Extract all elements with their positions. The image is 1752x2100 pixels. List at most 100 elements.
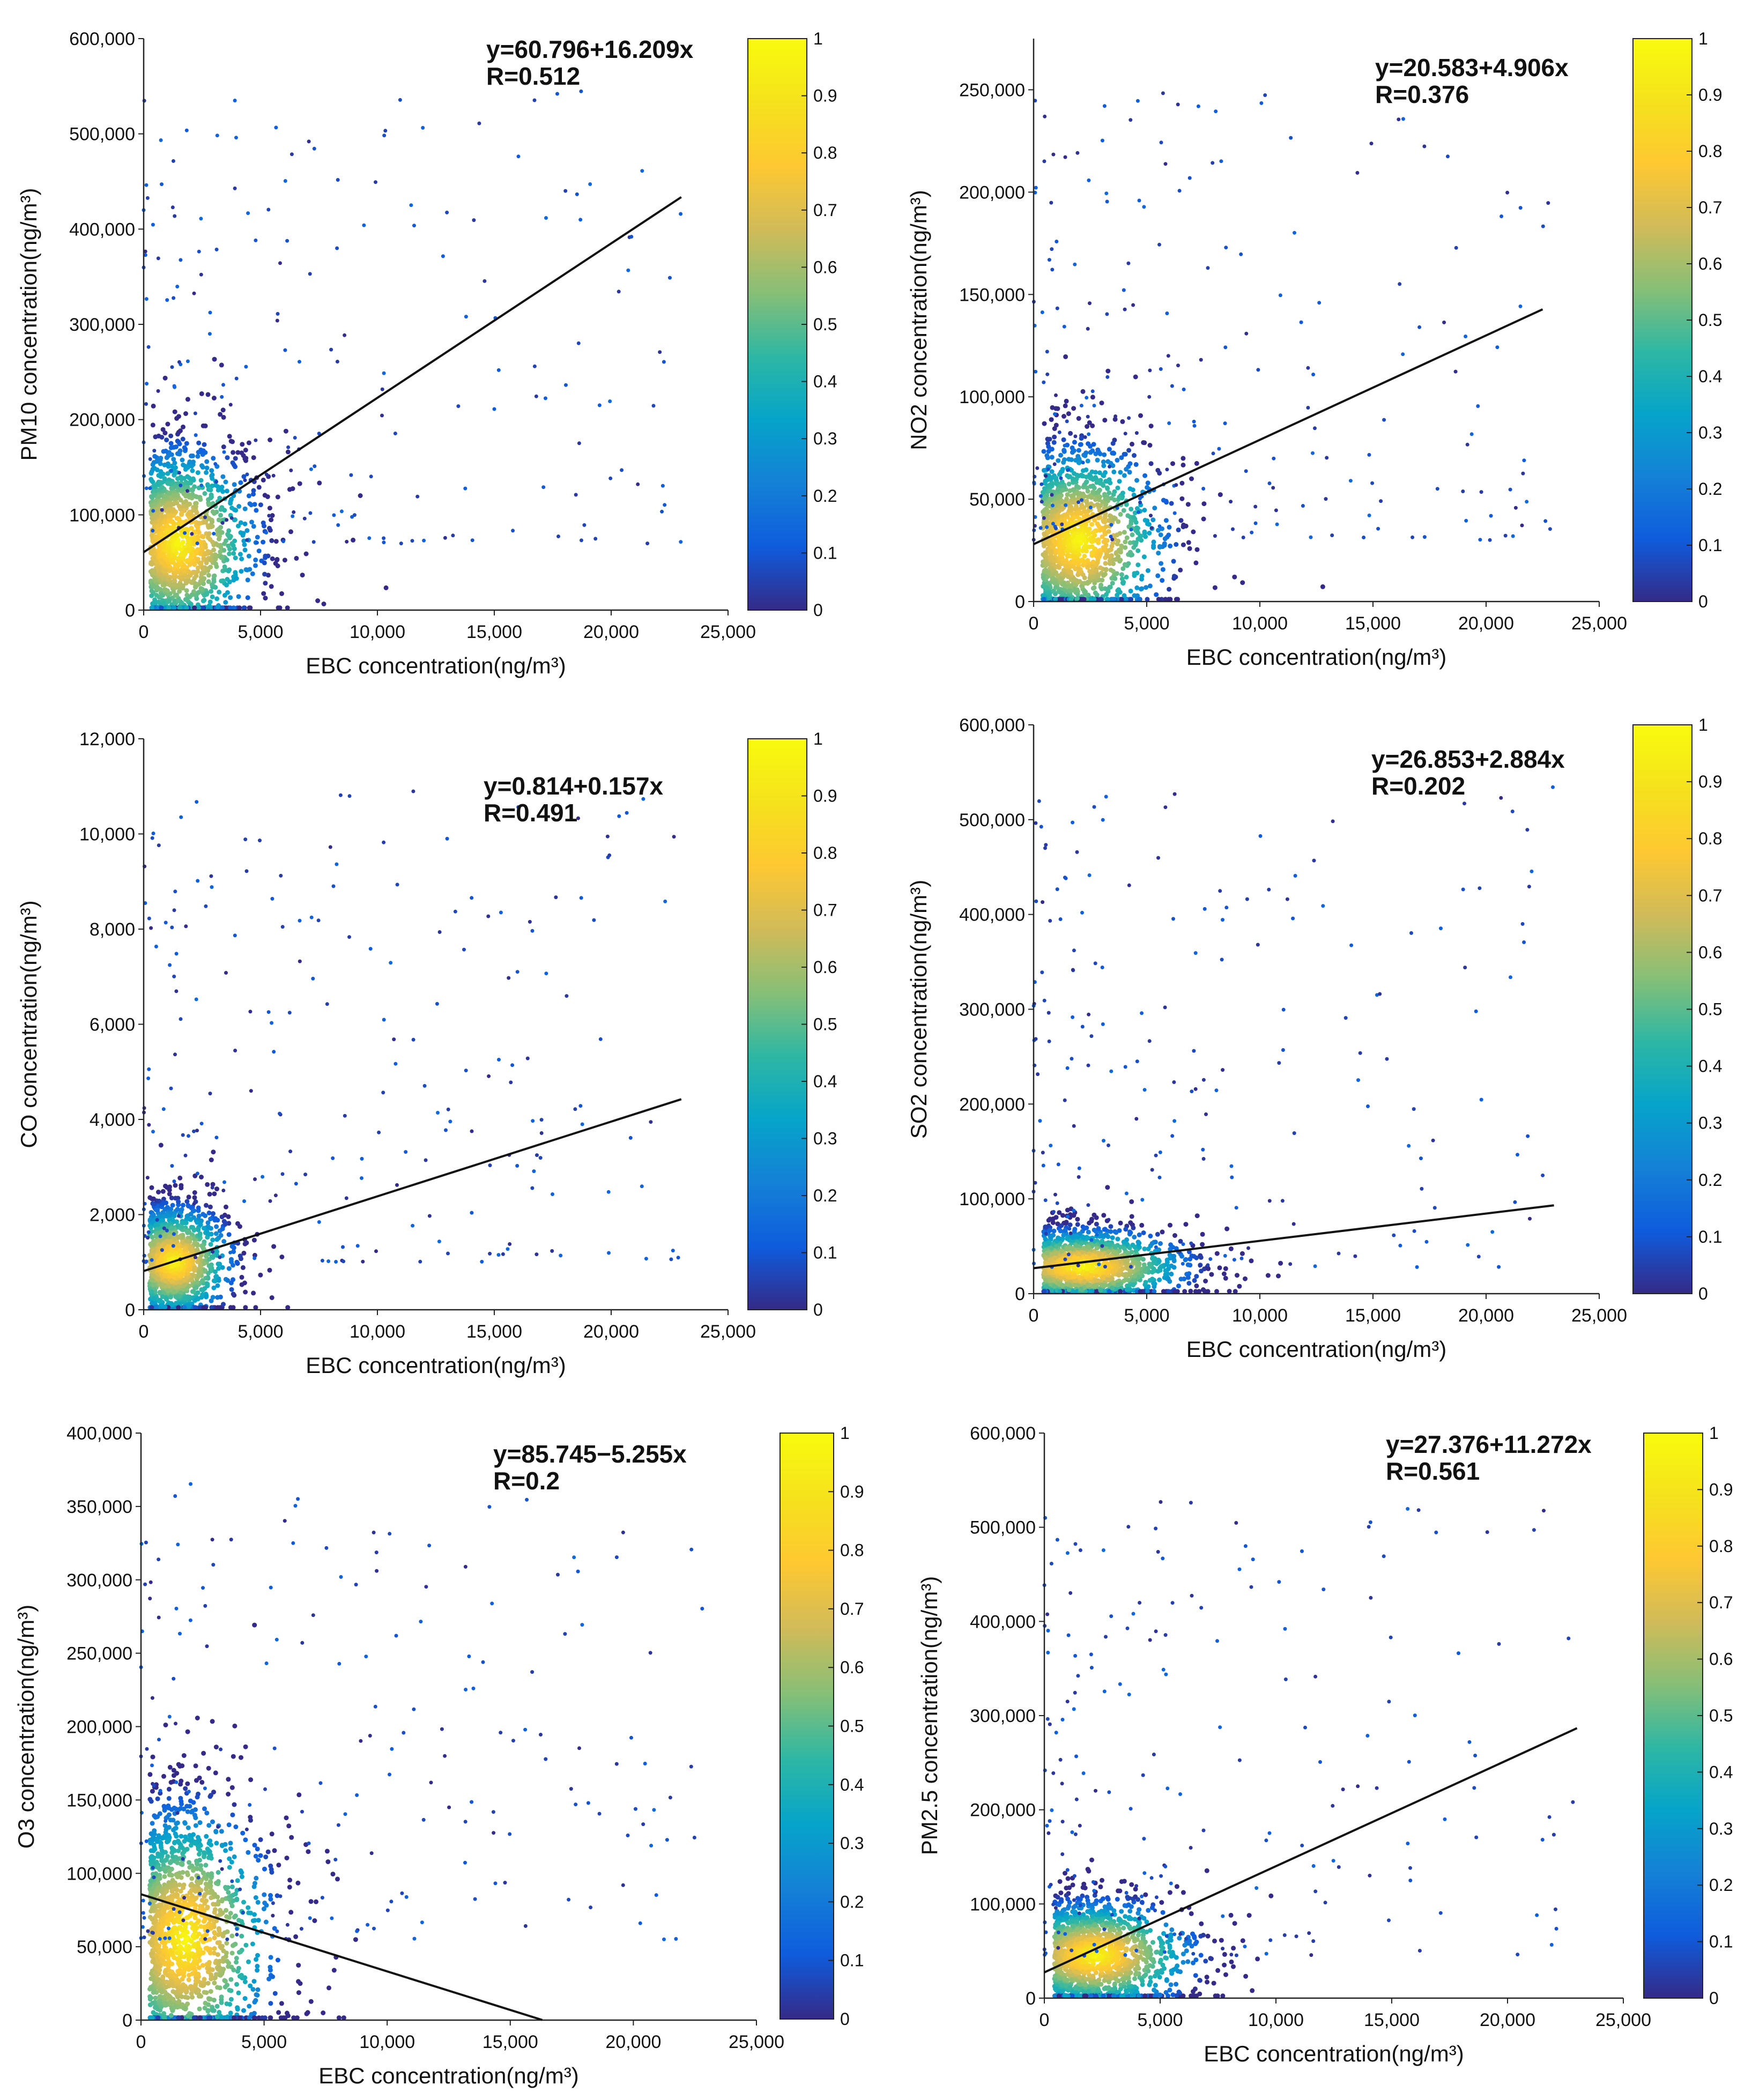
data-point bbox=[1123, 432, 1127, 436]
data-point bbox=[261, 591, 266, 596]
data-point bbox=[204, 465, 210, 471]
data-point bbox=[1053, 548, 1059, 553]
data-point bbox=[1253, 521, 1258, 525]
data-point bbox=[1042, 159, 1046, 164]
data-point bbox=[1126, 448, 1132, 453]
colorbar-tick-label: 0.1 bbox=[1698, 536, 1722, 555]
data-point bbox=[199, 1243, 204, 1249]
data-point bbox=[292, 510, 296, 514]
data-point bbox=[159, 551, 165, 556]
data-point bbox=[574, 493, 578, 497]
data-point bbox=[195, 565, 201, 570]
data-point bbox=[559, 1253, 563, 1258]
data-point bbox=[210, 520, 215, 524]
data-point bbox=[175, 1207, 180, 1212]
data-point bbox=[283, 428, 288, 434]
data-point bbox=[204, 459, 210, 464]
data-point bbox=[159, 559, 165, 565]
data-point bbox=[1083, 450, 1089, 456]
data-point bbox=[1079, 404, 1083, 407]
data-point bbox=[264, 531, 269, 535]
colorbar-tick-label: 0.9 bbox=[813, 86, 837, 106]
data-point bbox=[227, 567, 232, 573]
data-point bbox=[1127, 486, 1133, 492]
data-point bbox=[270, 513, 275, 518]
data-point bbox=[1117, 479, 1122, 484]
data-point bbox=[198, 560, 204, 566]
data-point bbox=[339, 509, 344, 514]
data-point bbox=[209, 1254, 214, 1259]
data-point bbox=[221, 547, 227, 553]
data-point bbox=[1087, 420, 1092, 425]
data-point bbox=[496, 1253, 501, 1257]
data-point bbox=[1156, 597, 1161, 602]
pm10-r-value: R=0.512 bbox=[486, 62, 580, 90]
data-point bbox=[1110, 441, 1116, 446]
data-point bbox=[1052, 462, 1057, 466]
data-point bbox=[167, 513, 172, 518]
data-point bbox=[256, 485, 262, 490]
data-point bbox=[1147, 530, 1152, 536]
data-point bbox=[1064, 398, 1069, 404]
data-point bbox=[1042, 516, 1046, 520]
data-point bbox=[149, 605, 154, 611]
data-point bbox=[1201, 516, 1206, 522]
data-point bbox=[1129, 553, 1133, 558]
data-point bbox=[1165, 311, 1169, 315]
data-point bbox=[158, 1142, 164, 1148]
data-point bbox=[238, 480, 243, 485]
data-point bbox=[160, 499, 165, 504]
data-point bbox=[233, 99, 237, 102]
data-point bbox=[209, 524, 214, 530]
data-point bbox=[285, 239, 289, 243]
data-point bbox=[1094, 567, 1099, 572]
data-point bbox=[151, 1248, 157, 1253]
data-point bbox=[1058, 452, 1063, 458]
panel-no2: 0 5,000 10,000 15,000 20,000 25,000050,000100… bbox=[906, 29, 1722, 670]
data-point bbox=[315, 598, 321, 603]
data-point bbox=[160, 485, 165, 490]
data-point bbox=[241, 538, 247, 544]
data-point bbox=[1138, 413, 1143, 418]
data-point bbox=[1072, 588, 1077, 593]
data-point bbox=[308, 511, 313, 515]
data-point bbox=[1071, 448, 1076, 454]
data-point bbox=[534, 1252, 539, 1257]
data-point bbox=[185, 579, 190, 584]
y-tick-label: 200,000 bbox=[959, 182, 1025, 203]
data-point bbox=[1046, 467, 1050, 471]
data-point bbox=[282, 558, 287, 563]
data-point bbox=[1085, 458, 1090, 464]
data-point bbox=[1075, 596, 1080, 601]
data-point bbox=[283, 348, 287, 352]
data-point bbox=[1051, 569, 1056, 574]
data-point bbox=[1065, 419, 1069, 424]
data-point bbox=[192, 291, 196, 295]
colorbar-tick-label: 0.8 bbox=[813, 143, 837, 162]
data-point bbox=[162, 375, 168, 381]
data-point bbox=[279, 591, 284, 596]
data-point bbox=[196, 521, 202, 526]
data-point bbox=[158, 456, 164, 461]
data-point bbox=[151, 555, 157, 560]
data-point bbox=[398, 98, 402, 102]
data-point bbox=[198, 1264, 203, 1269]
data-point bbox=[1049, 417, 1054, 422]
data-point bbox=[1075, 151, 1080, 155]
data-point bbox=[1213, 534, 1217, 538]
data-point bbox=[1043, 114, 1047, 118]
data-point bbox=[184, 1286, 190, 1291]
data-point bbox=[1057, 430, 1061, 434]
data-point bbox=[1194, 461, 1199, 466]
data-point bbox=[1241, 536, 1245, 539]
data-point bbox=[210, 539, 216, 545]
data-point bbox=[1045, 509, 1050, 515]
data-point bbox=[1382, 418, 1386, 422]
data-point bbox=[534, 394, 538, 398]
data-point bbox=[1223, 345, 1228, 350]
data-point bbox=[289, 468, 293, 472]
data-point bbox=[1185, 502, 1191, 507]
data-point bbox=[231, 1292, 236, 1297]
data-point bbox=[184, 128, 189, 132]
data-point bbox=[162, 1273, 167, 1279]
